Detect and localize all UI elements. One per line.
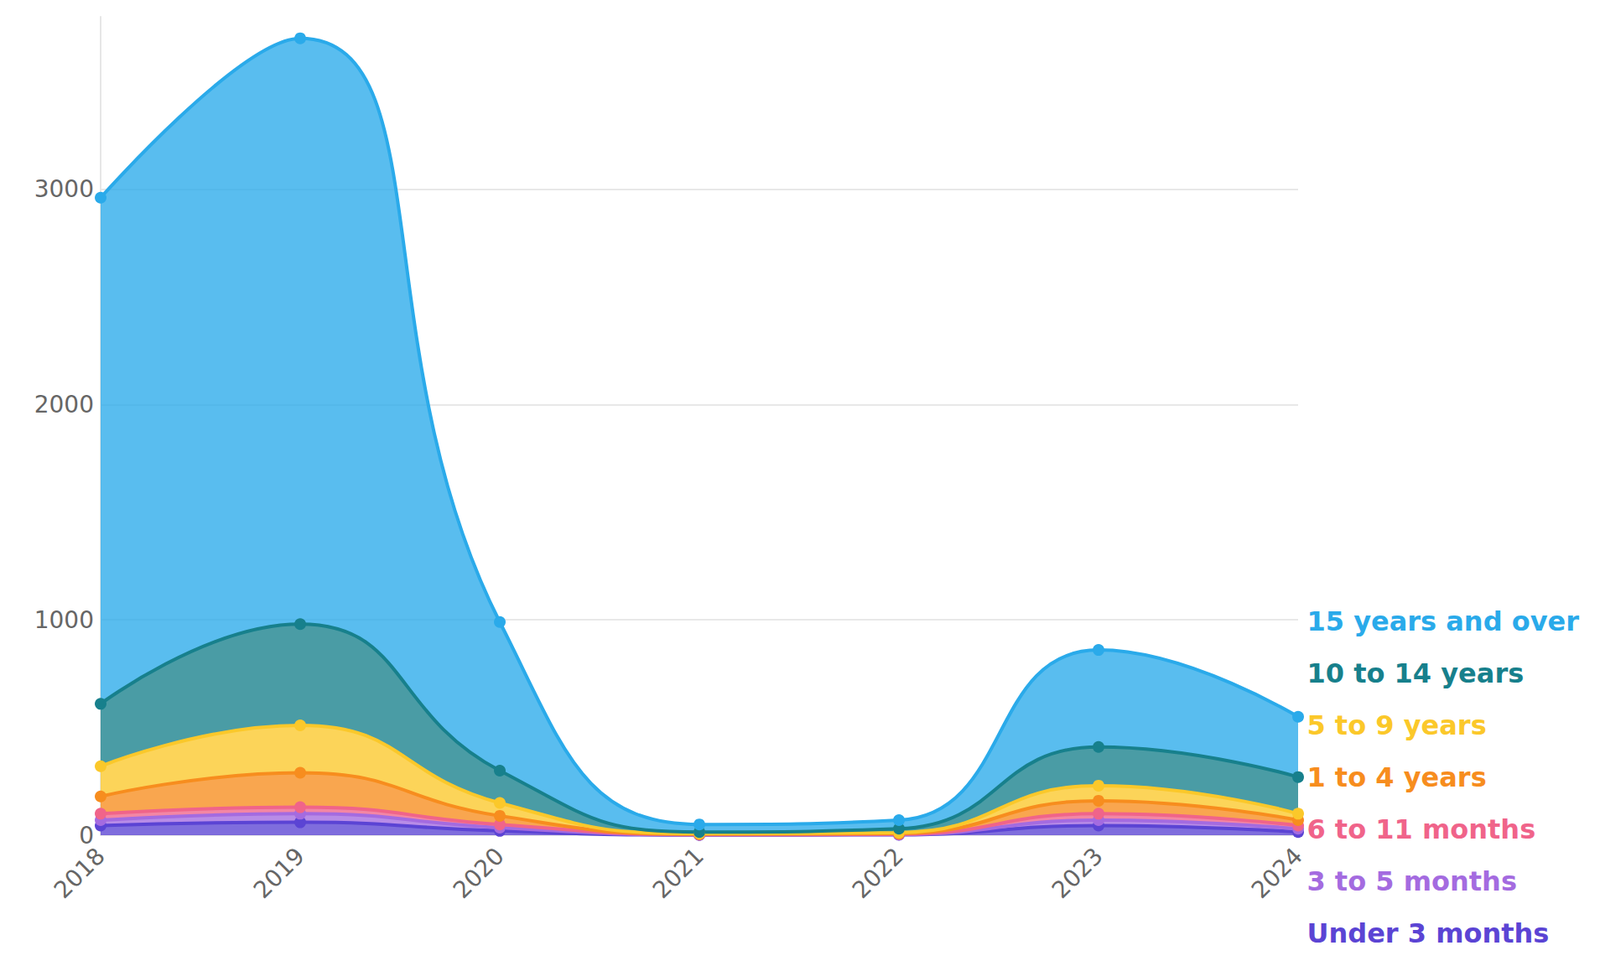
svg-text:3 to 5 months: 3 to 5 months — [1306, 865, 1517, 898]
svg-text:10 to 14 years: 10 to 14 years — [1306, 657, 1524, 690]
svg-text:2023: 2023 — [1046, 841, 1109, 904]
svg-text:1 to 4 years: 1 to 4 years — [1306, 761, 1486, 794]
svg-text:2020: 2020 — [447, 841, 510, 904]
svg-text:2021: 2021 — [647, 841, 710, 904]
svg-text:Under 3 months: Under 3 months — [1306, 917, 1549, 950]
svg-text:2018: 2018 — [48, 841, 111, 904]
svg-text:6 to 11 months: 6 to 11 months — [1306, 813, 1536, 846]
svg-text:0: 0 — [78, 821, 94, 850]
svg-text:5 to 9 years: 5 to 9 years — [1306, 709, 1486, 742]
svg-text:2022: 2022 — [846, 841, 910, 904]
svg-text:3000: 3000 — [34, 175, 94, 203]
svg-text:2024: 2024 — [1246, 841, 1309, 904]
svg-text:1000: 1000 — [34, 606, 94, 634]
svg-text:2000: 2000 — [34, 390, 94, 419]
svg-text:15 years and over: 15 years and over — [1306, 605, 1580, 638]
svg-text:2019: 2019 — [248, 841, 311, 904]
